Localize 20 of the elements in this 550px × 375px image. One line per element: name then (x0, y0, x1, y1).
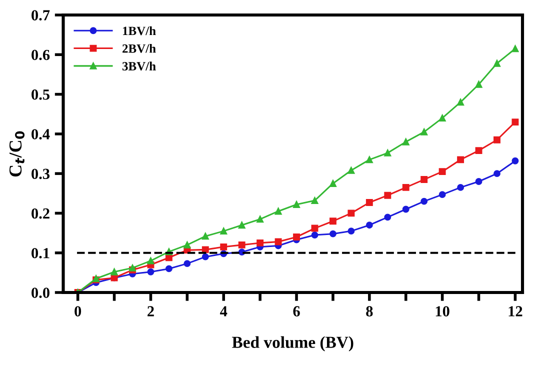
y-tick-label: 0.2 (32, 208, 50, 219)
y-tick-label: 0.5 (32, 89, 50, 100)
x-axis-title: Bed volume (BV) (232, 336, 354, 352)
x-tick-label: 8 (366, 306, 373, 316)
x-tick-label: 6 (293, 306, 300, 316)
x-tick-label: 2 (148, 306, 154, 316)
y-tick-label: 0.0 (32, 288, 50, 298)
y-tick-label: 0.3 (32, 168, 50, 180)
x-tick-label: 4 (220, 306, 228, 316)
y-tick-label: 0.7 (32, 10, 50, 21)
y-tick-label: 0.1 (32, 248, 50, 258)
y-tick-label: 0.6 (32, 50, 50, 60)
y-tick-label: 0.4 (32, 129, 50, 140)
legend-label: 1BV/h (123, 26, 156, 36)
legend-label: 2BV/h (122, 44, 156, 53)
x-tick-label: 12 (508, 306, 522, 316)
legend-label: 3BV/h (122, 62, 156, 71)
x-tick-label: 10 (436, 306, 450, 316)
x-tick-label: 0 (74, 306, 82, 316)
y-axis-title: C$_{t}$/C$_{0}$ (9, 131, 25, 177)
